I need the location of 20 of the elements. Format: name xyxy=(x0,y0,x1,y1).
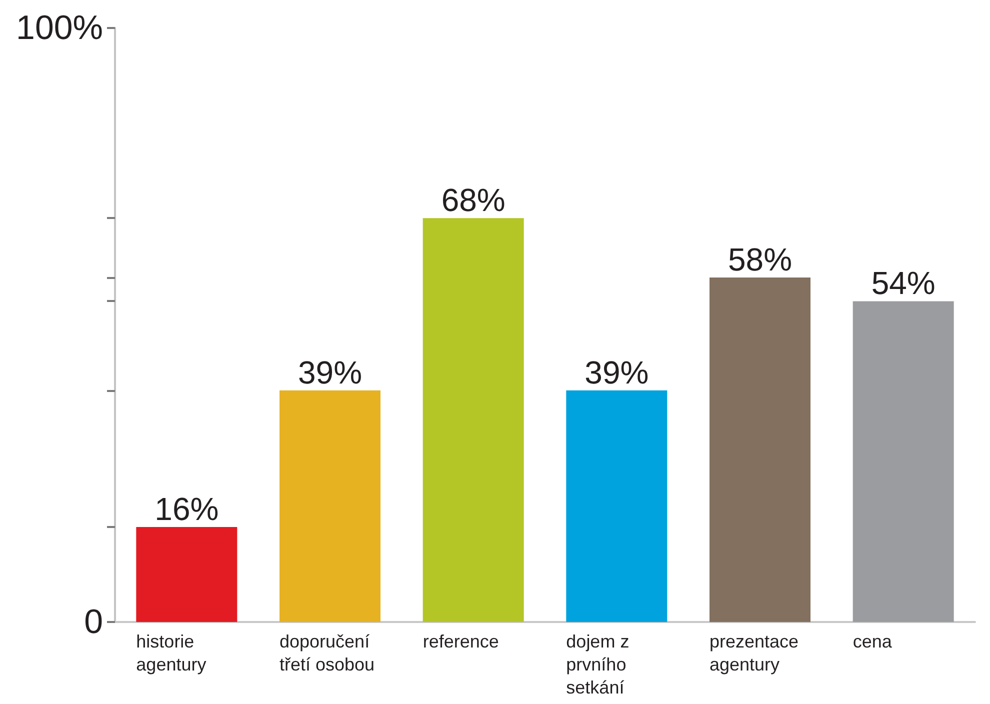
y-tick-label: 100% xyxy=(16,9,103,47)
data-label: 39% xyxy=(584,354,649,390)
x-tick-label: prezentace agentury xyxy=(710,632,804,674)
bar xyxy=(566,390,668,622)
bar xyxy=(852,301,954,622)
bar xyxy=(280,390,380,622)
x-tick-label: dojem z prvního setkání xyxy=(566,632,634,698)
x-tick-label: reference xyxy=(422,632,499,652)
bar xyxy=(422,218,524,622)
bar xyxy=(710,277,810,622)
x-tick-label: cena xyxy=(852,632,893,652)
data-label: 68% xyxy=(441,182,506,218)
y-tick-label: 0 xyxy=(84,603,103,641)
data-label: 16% xyxy=(154,490,219,527)
data-label: 58% xyxy=(728,241,792,278)
data-label: 39% xyxy=(298,354,362,390)
bar xyxy=(136,526,238,622)
x-tick-label: historie agentury xyxy=(136,632,206,674)
data-label: 54% xyxy=(871,265,936,302)
x-tick-label: doporučení třetí osobou xyxy=(280,632,375,674)
